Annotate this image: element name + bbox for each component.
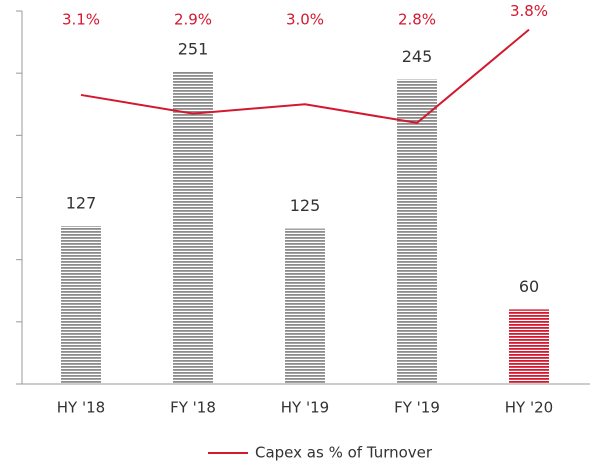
line-value-label: 3.8% bbox=[510, 2, 548, 20]
line bbox=[80, 28, 530, 124]
bar-value-label: 125 bbox=[290, 196, 321, 215]
bar bbox=[173, 71, 213, 384]
bar-value-label: 127 bbox=[66, 194, 97, 213]
bar bbox=[397, 79, 437, 384]
x-tick-label: FY '19 bbox=[394, 399, 440, 417]
bar bbox=[509, 309, 549, 384]
line-value-label: 3.0% bbox=[286, 11, 324, 29]
bar-value-label: 245 bbox=[402, 47, 433, 66]
line-value-label: 2.9% bbox=[174, 11, 212, 29]
x-tick-label: HY '18 bbox=[57, 399, 105, 417]
bar bbox=[285, 228, 325, 384]
legend-label: Capex as % of Turnover bbox=[255, 444, 433, 462]
bar-value-label: 251 bbox=[178, 39, 209, 58]
x-tick-label: FY '18 bbox=[170, 399, 216, 417]
bar bbox=[61, 226, 101, 384]
x-tick-label: HY '20 bbox=[505, 399, 553, 417]
bar-value-label: 60 bbox=[519, 277, 539, 296]
line-value-label: 3.1% bbox=[62, 11, 100, 29]
line-value-label: 2.8% bbox=[398, 11, 436, 29]
x-tick-label: HY '19 bbox=[281, 399, 329, 417]
